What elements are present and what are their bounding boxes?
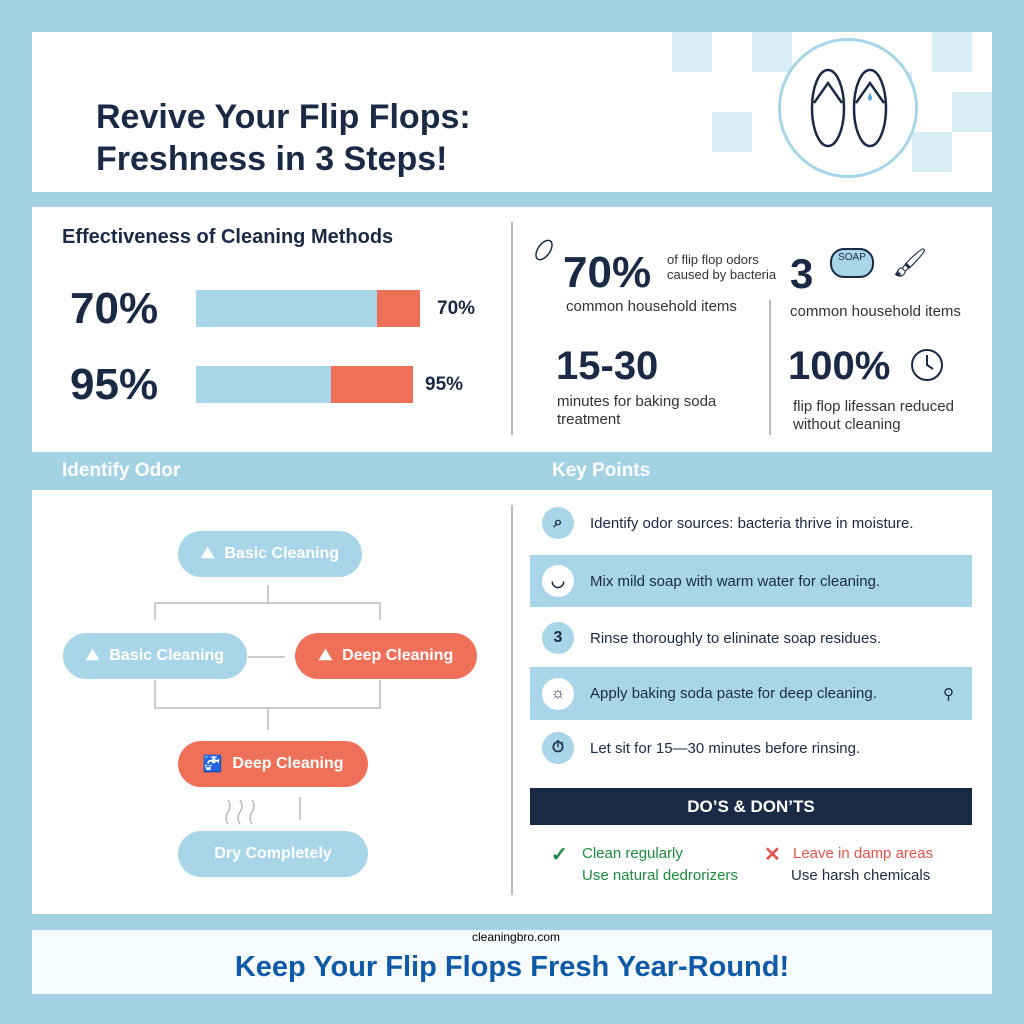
- stat-value: 15-30: [556, 344, 659, 388]
- divider: [769, 300, 771, 435]
- dont-item: Leave in damp areas: [793, 845, 934, 862]
- spoon-icon: ⚲: [943, 685, 954, 703]
- key-point-item: 3 Rinse thoroughly to elininate soap resi…: [530, 618, 972, 658]
- flow-node-deep-cleaning[interactable]: 🚰 Deep Cleaning: [178, 741, 368, 787]
- divider: [511, 222, 513, 435]
- bar-data-label: 70%: [437, 298, 476, 319]
- bacteria-icon: [535, 239, 553, 261]
- bar-category-label: 70%: [70, 284, 159, 333]
- dont-item: Use harsh chemicals: [791, 867, 931, 884]
- bowl-icon: ◡: [542, 565, 574, 597]
- stat-label: common household items: [790, 303, 961, 320]
- stat-value: 70%: [563, 248, 652, 297]
- chart-title: Effectiveness of Cleaning Methods: [62, 226, 394, 248]
- footer-panel: [32, 930, 992, 994]
- stat-sublabel: common household items: [566, 298, 737, 315]
- flow-node-basic-cleaning[interactable]: ⛰ Basic Cleaning: [63, 633, 247, 679]
- x-icon: ✕: [764, 844, 781, 866]
- steam-icon: [225, 799, 255, 825]
- flip-flops-icon: [778, 38, 918, 178]
- do-item: Use natural dedrorizers: [582, 867, 738, 884]
- flow-connectors: [154, 585, 381, 825]
- sun-icon: ☼: [542, 677, 574, 710]
- bar-accent-segment: [377, 290, 420, 327]
- bar-accent-segment: [330, 366, 414, 403]
- key-point-item: ☼ Apply baking soda paste for deep cleani…: [530, 667, 972, 720]
- key-points-heading: Key Points: [552, 460, 651, 481]
- number-icon: 3: [542, 622, 574, 654]
- soap-icon: SOAP: [830, 248, 874, 278]
- flow-node-dry-completely[interactable]: Dry Completely: [178, 831, 368, 877]
- page-title: Revive Your Flip Flops: Freshness in 3 St…: [96, 98, 471, 178]
- bar-data-label: 95%: [425, 374, 464, 395]
- soap-icon: ⛰: [85, 647, 100, 664]
- key-point-item: ◡ Mix mild soap with warm water for clean…: [530, 555, 972, 607]
- soap-icon: ⛰: [200, 545, 215, 562]
- flow-node-basic-cleaning[interactable]: ⛰ Basic Cleaning: [178, 531, 362, 577]
- flow-node-deep-cleaning[interactable]: ⛰ Deep Cleaning: [295, 633, 477, 679]
- stat-label: of flip flop odors caused by bacteria: [667, 252, 777, 282]
- soap-icon: ⛰: [318, 647, 333, 664]
- key-point-item: ⏱ Let sit for 15—30 minutes before rinsin…: [530, 728, 972, 768]
- bar: [196, 366, 414, 403]
- faucet-icon: 🚰: [202, 756, 223, 773]
- brush-icon: 🖌: [892, 247, 928, 278]
- header-panel: Revive Your Flip Flops: Freshness in 3 St…: [32, 32, 992, 192]
- clock-icon: [911, 349, 943, 381]
- dos-donts-header: DO’S & DON’TS: [530, 788, 972, 825]
- divider: [511, 505, 513, 895]
- watermark: cleaningbro.com: [472, 930, 561, 944]
- stat-label: flip flop lifessan reduced without clean…: [793, 398, 954, 433]
- bar-category-label: 95%: [70, 360, 159, 409]
- stopwatch-icon: ⏱: [542, 732, 574, 764]
- footer-tagline: Keep Your Flip Flops Fresh Year-Round!: [234, 951, 790, 983]
- do-item: Clean regularly: [582, 845, 683, 862]
- stat-label: minutes for baking soda treatment: [557, 393, 717, 428]
- stat-value: 100%: [788, 344, 891, 388]
- stat-value: 3: [790, 250, 814, 297]
- magnifier-icon: ⌕: [542, 507, 574, 539]
- check-icon: ✓: [551, 844, 568, 866]
- bar: [196, 290, 420, 327]
- flow-heading: Identify Odor: [62, 460, 181, 481]
- key-point-item: ⌕ Identify odor sources: bacteria thrive …: [530, 505, 972, 541]
